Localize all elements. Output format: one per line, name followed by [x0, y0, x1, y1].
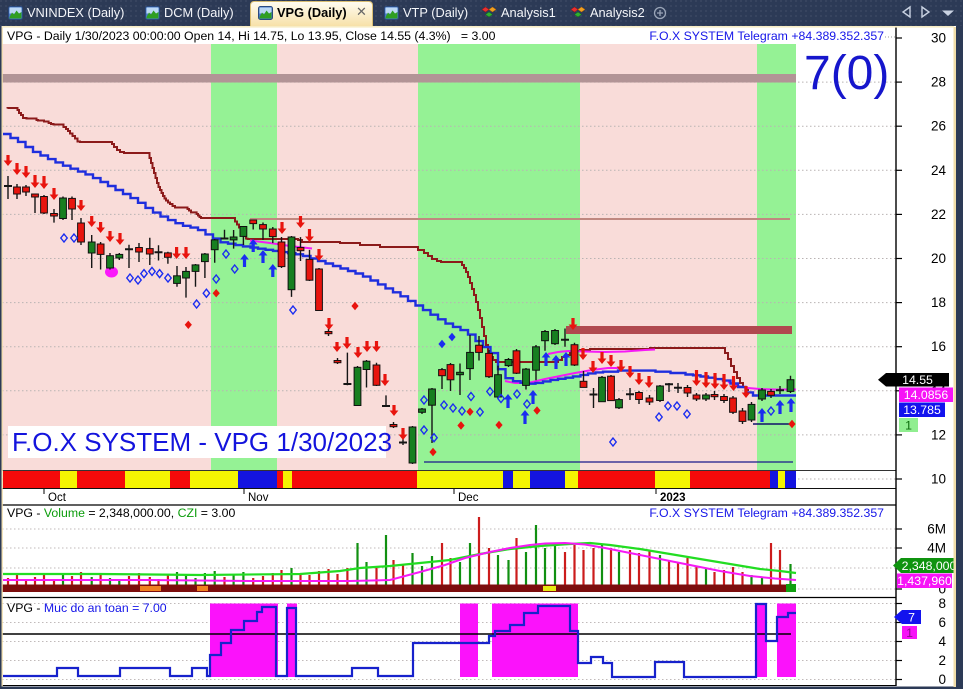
svg-text:2023: 2023 [660, 492, 686, 504]
svg-text:VPG - Daily 1/30/2023 00:00:00: VPG - Daily 1/30/2023 00:00:00 Open 14, … [7, 29, 496, 43]
svg-text:F.O.X SYSTEM Telegram +84.389.: F.O.X SYSTEM Telegram +84.389.352.357 [649, 29, 884, 43]
svg-text:0: 0 [938, 582, 946, 597]
svg-text:13.785: 13.785 [903, 403, 941, 417]
svg-text:1,437,960: 1,437,960 [897, 574, 952, 588]
svg-text:26: 26 [931, 119, 946, 134]
svg-text:Oct: Oct [48, 492, 67, 504]
svg-text:18: 18 [931, 295, 946, 310]
svg-text:1: 1 [905, 418, 912, 432]
svg-text:F.O.X SYSTEM Telegram +84.389.: F.O.X SYSTEM Telegram +84.389.352.357 [649, 506, 884, 520]
svg-text:6: 6 [938, 615, 946, 630]
svg-text:10: 10 [931, 472, 946, 487]
svg-text:30: 30 [931, 31, 946, 46]
svg-text:28: 28 [931, 75, 946, 90]
svg-text:VPG - Muc do an toan = 7.00: VPG - Muc do an toan = 7.00 [7, 601, 167, 615]
svg-text:4: 4 [938, 634, 946, 649]
svg-text:0: 0 [938, 672, 946, 687]
svg-text:7: 7 [908, 610, 915, 624]
svg-text:12: 12 [931, 427, 946, 442]
svg-text:24: 24 [931, 163, 947, 178]
svg-text:Nov: Nov [248, 492, 269, 504]
svg-text:22: 22 [931, 207, 946, 222]
svg-text:VPG - Volume = 2,348,000.00, C: VPG - Volume = 2,348,000.00, CZI = 3.00 [7, 506, 235, 520]
svg-text:14.0856: 14.0856 [904, 388, 949, 402]
svg-text:2: 2 [938, 653, 946, 668]
svg-text:1: 1 [906, 626, 913, 640]
svg-text:8: 8 [938, 596, 946, 611]
svg-text:6M: 6M [927, 522, 946, 537]
svg-text:7(0): 7(0) [804, 47, 889, 100]
svg-text:Dec: Dec [458, 492, 479, 504]
svg-text:14.55: 14.55 [902, 373, 933, 387]
svg-text:20: 20 [931, 251, 946, 266]
svg-text:F.O.X SYSTEM - VPG 1/30/2023: F.O.X SYSTEM - VPG 1/30/2023 [12, 427, 392, 457]
svg-text:2,348,000: 2,348,000 [902, 559, 957, 573]
svg-text:4M: 4M [927, 541, 946, 556]
svg-text:16: 16 [931, 339, 946, 354]
